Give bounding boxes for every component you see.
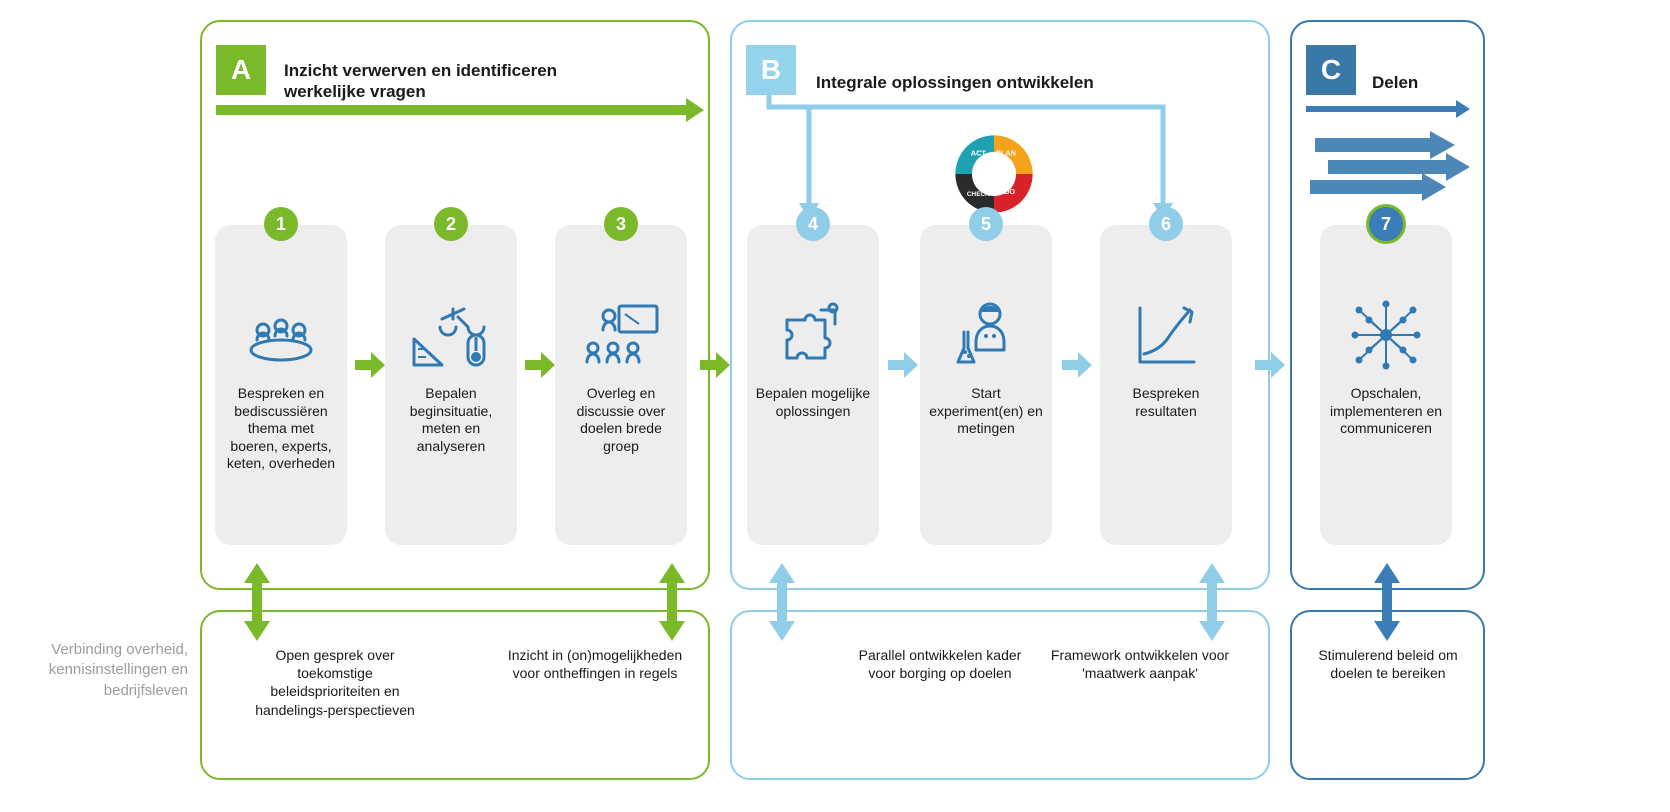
- step-text-2: Bepalen beginsituatie, meten en analyser…: [393, 385, 509, 455]
- section-c-arrow-bar: [1306, 106, 1456, 112]
- step-card-3: 3Overleg en discussie over doelen brede …: [555, 225, 687, 545]
- lower-text-C-0: Stimulerend beleid om doelen te bereiken: [1298, 646, 1478, 682]
- step-icon-meeting: [223, 295, 339, 375]
- step-number-6: 6: [1149, 207, 1183, 241]
- step-number-3: 3: [604, 207, 638, 241]
- step-text-1: Bespreken en bediscussiëren thema met bo…: [223, 385, 339, 473]
- lower-text-A-0: Open gesprek over toekomstige beleidspri…: [245, 646, 425, 719]
- c-multi-arrows-icon: [1310, 130, 1470, 210]
- step-icon-measure: [393, 295, 509, 375]
- step-text-7: Opschalen, implementeren en communiceren: [1328, 385, 1444, 438]
- flow-arrow-6: [1255, 352, 1285, 383]
- lower-text-A-1: Inzicht in (on)mogelijkheden voor onthef…: [505, 646, 685, 682]
- double-arrow-1: [655, 563, 689, 637]
- section-c-badge: C: [1306, 45, 1356, 95]
- section-a-badge: A: [216, 45, 266, 95]
- step-number-1: 1: [264, 207, 298, 241]
- step-card-4: 4Bepalen mogelijke oplossingen: [747, 225, 879, 545]
- step-text-4: Bepalen mogelijke oplossingen: [755, 385, 871, 420]
- pdca-plan-label: PLAN: [996, 149, 1016, 158]
- section-c-arrowhead: [1456, 100, 1470, 118]
- flow-arrow-4: [888, 352, 918, 383]
- step-card-7: 7Opschalen, implementeren en communicere…: [1320, 225, 1452, 545]
- section-b-title: Integrale oplossingen ontwikkelen: [816, 72, 1094, 93]
- double-arrow-4: [1370, 563, 1404, 637]
- step-icon-puzzle: [755, 295, 871, 375]
- pdca-act-label: ACT: [971, 149, 987, 158]
- pdca-wheel-icon: PLAN DO CHECK ACT: [948, 128, 1040, 220]
- double-arrow-3: [1195, 563, 1229, 637]
- section-a-arrowhead: [686, 98, 704, 122]
- step-card-5: 5Start experiment(en) en metingen: [920, 225, 1052, 545]
- section-c-title: Delen: [1372, 72, 1418, 93]
- section-a-arrow: [216, 105, 686, 115]
- step-card-6: 6Bespreken resultaten: [1100, 225, 1232, 545]
- section-a-title: Inzicht verwerven en identificeren werke…: [284, 60, 584, 103]
- step-text-3: Overleg en discussie over doelen brede g…: [563, 385, 679, 455]
- side-label: Verbinding overheid, kennisinstellingen …: [8, 640, 188, 701]
- step-text-6: Bespreken resultaten: [1108, 385, 1224, 420]
- lower-box-b: [730, 610, 1270, 780]
- lower-text-B-1: Framework ontwikkelen voor 'maatwerk aan…: [1050, 646, 1230, 682]
- step-card-1: 1Bespreken en bediscussiëren thema met b…: [215, 225, 347, 545]
- step-card-2: 2Bepalen beginsituatie, meten en analyse…: [385, 225, 517, 545]
- double-arrow-2: [765, 563, 799, 637]
- step-icon-present: [563, 295, 679, 375]
- step-number-4: 4: [796, 207, 830, 241]
- flow-arrow-5: [1062, 352, 1092, 383]
- step-number-2: 2: [434, 207, 468, 241]
- step-icon-network: [1328, 295, 1444, 375]
- flow-arrow-3: [700, 352, 730, 383]
- step-icon-scientist: [928, 295, 1044, 375]
- double-arrow-0: [240, 563, 274, 637]
- step-number-7: 7: [1369, 207, 1403, 241]
- lower-text-B-0: Parallel ontwikkelen kader voor borging …: [850, 646, 1030, 682]
- section-b-badge: B: [746, 45, 796, 95]
- pdca-check-label: CHECK: [967, 191, 990, 198]
- step-icon-chart: [1108, 295, 1224, 375]
- step-text-5: Start experiment(en) en metingen: [928, 385, 1044, 438]
- step-number-5: 5: [969, 207, 1003, 241]
- flow-arrow-1: [355, 352, 385, 383]
- flow-arrow-2: [525, 352, 555, 383]
- pdca-do-label: DO: [1004, 187, 1015, 196]
